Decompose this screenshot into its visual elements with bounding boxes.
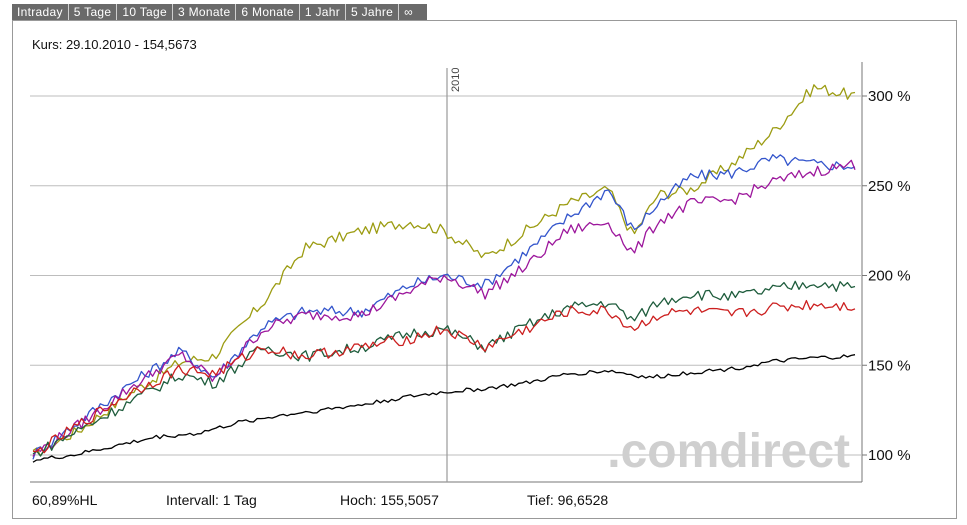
year-marker-label: 2010 <box>450 68 462 92</box>
y-tick-label-200: 200 % <box>868 268 911 285</box>
series-line-4 <box>32 299 856 454</box>
tab-0[interactable]: Intraday <box>12 4 69 20</box>
footer-tief: Tief: 96,6528 <box>527 492 609 508</box>
y-tick-label-300: 300 % <box>868 88 911 105</box>
series-line-0 <box>32 84 856 457</box>
y-tick-label-250: 250 % <box>868 178 911 195</box>
tab-2[interactable]: 10 Tage <box>117 4 173 20</box>
timeframe-tabs: Intraday 5 Tage 10 Tage 3 Monate 6 Monate 1 J… <box>12 4 428 20</box>
kurs-label: Kurs: 29.10.2010 - 154,5673 <box>32 37 197 52</box>
tab-7[interactable]: ∞ <box>404 5 414 19</box>
tab-6[interactable]: 5 Jahre <box>346 4 400 20</box>
tab-3[interactable]: 3 Monate <box>173 4 237 20</box>
y-tick-label-150: 150 % <box>868 357 911 374</box>
chart-frame <box>12 20 957 519</box>
tab-4[interactable]: 6 Monate <box>236 4 300 20</box>
footer-intervall: Intervall: 1 Tag <box>166 492 257 508</box>
footer-hl: 60,89%HL <box>32 492 98 508</box>
footer-hoch: Hoch: 155,5057 <box>340 492 439 508</box>
series-line-2 <box>32 159 856 457</box>
y-tick-label-100: 100 % <box>868 447 911 464</box>
series-line-5 <box>32 354 856 463</box>
comdirect-watermark: .comdirect <box>607 425 850 478</box>
tab-1[interactable]: 5 Tage <box>69 4 118 20</box>
tab-5[interactable]: 1 Jahr <box>300 4 347 20</box>
